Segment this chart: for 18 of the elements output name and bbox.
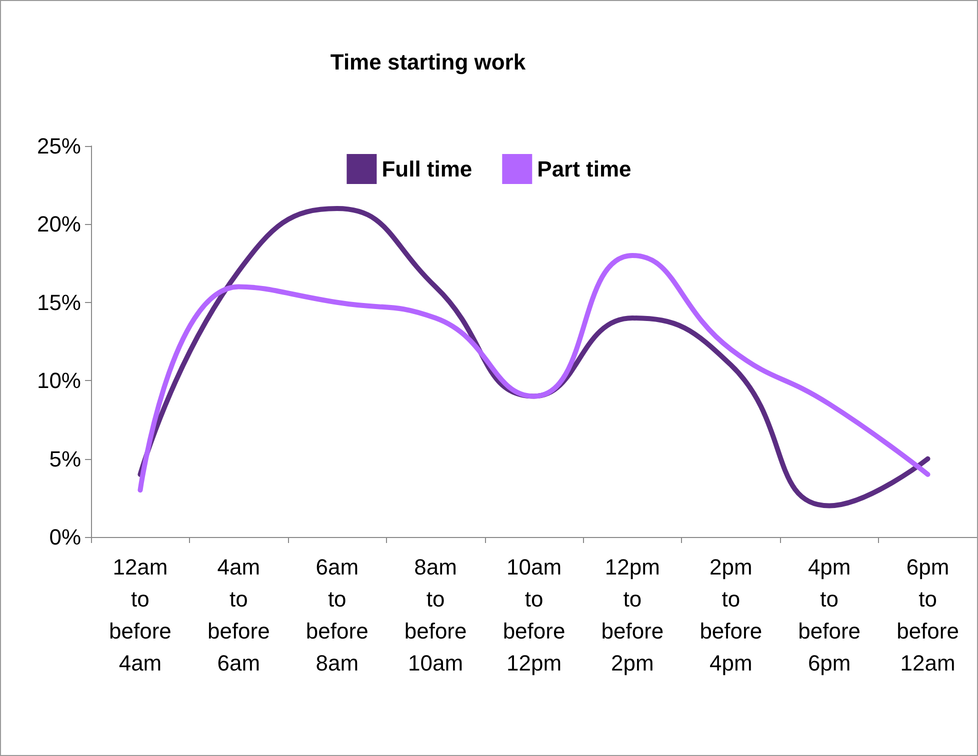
y-tick-label: 15%: [36, 290, 81, 315]
y-tick-label: 20%: [36, 212, 81, 237]
x-tick-label: 6am to before 8am: [306, 554, 368, 676]
x-tick-label: 8am to before 10am: [404, 554, 467, 676]
legend-label: Part time: [537, 156, 632, 182]
y-tick-label: 10%: [36, 368, 81, 394]
y-tick-label: 0%: [49, 524, 81, 550]
x-tick-label: 10am to before 12pm: [502, 554, 566, 676]
x-tick-label: 6pm to before 12am: [896, 554, 959, 676]
y-tick-label: 5%: [49, 446, 81, 472]
chart-title: Time starting work: [330, 50, 526, 74]
legend-label: Full time: [382, 156, 472, 182]
y-tick-label: 25%: [36, 134, 81, 158]
x-tick-label: 4pm to before 6pm: [798, 554, 861, 676]
x-tick-label: 2pm to before 4pm: [700, 554, 762, 676]
x-tick-label: 4am to before 6am: [207, 554, 270, 676]
x-tick-label: 12am to before 4am: [109, 554, 172, 676]
x-tick-label: 12pm to before 2pm: [601, 554, 664, 676]
